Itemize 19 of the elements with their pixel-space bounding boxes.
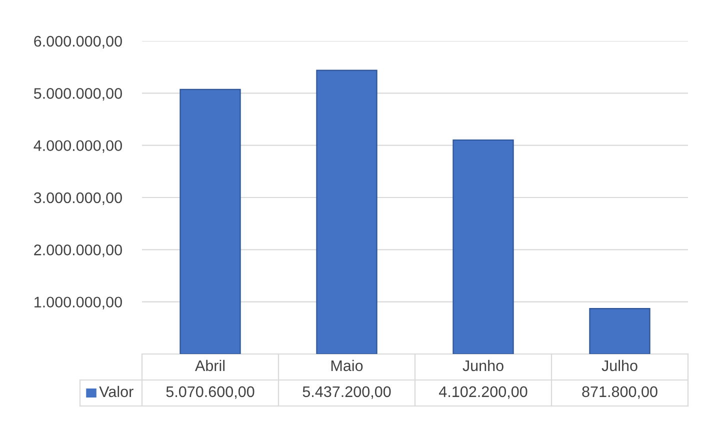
y-tick-label: 1.000.000,00 <box>34 296 122 310</box>
x-tick-label: Abril <box>195 360 225 372</box>
bar <box>452 139 514 354</box>
x-tick-label: Julho <box>602 360 638 372</box>
y-tick-label: 5.000.000,00 <box>34 88 122 101</box>
data-label: 5.070.600,00 <box>166 386 254 399</box>
data-label: 871.800,00 <box>582 386 658 399</box>
data-label: 5.437.200,00 <box>302 386 391 399</box>
y-tick-label: 3.000.000,00 <box>34 192 122 205</box>
y-tick-label: 4.000.000,00 <box>34 140 122 153</box>
legend-label: Valor <box>99 386 134 398</box>
data-label: 4.102.200,00 <box>439 386 528 399</box>
bar <box>589 308 650 354</box>
x-tick-label: Junho <box>462 360 504 372</box>
y-tick-label: 2.000.000,00 <box>34 244 122 258</box>
y-tick-label: 6.000.000,00 <box>34 36 122 48</box>
bar <box>180 88 241 354</box>
x-tick-label: Maio <box>331 360 363 372</box>
bar <box>316 70 378 354</box>
